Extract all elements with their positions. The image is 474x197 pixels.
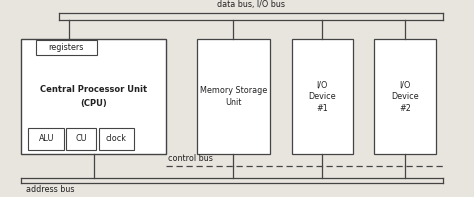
Text: ALU: ALU: [38, 134, 54, 143]
Bar: [292, 39, 353, 154]
Text: registers: registers: [49, 43, 84, 52]
Bar: [21, 39, 166, 154]
Text: I/O
Device
#2: I/O Device #2: [392, 80, 419, 113]
Text: control bus: control bus: [168, 154, 213, 163]
Text: Memory Storage
Unit: Memory Storage Unit: [200, 86, 267, 107]
Bar: [374, 39, 436, 154]
Bar: [99, 128, 134, 150]
Text: CU: CU: [75, 134, 87, 143]
Text: Central Processor Unit: Central Processor Unit: [40, 85, 147, 94]
Text: I/O
Device
#1: I/O Device #1: [309, 80, 336, 113]
Bar: [197, 39, 270, 154]
Text: address bus: address bus: [26, 185, 74, 194]
Text: clock: clock: [106, 134, 127, 143]
Bar: [66, 128, 96, 150]
Text: (CPU): (CPU): [80, 99, 107, 108]
Bar: [36, 40, 97, 55]
Text: data bus, I/O bus: data bus, I/O bus: [217, 0, 285, 9]
Bar: [28, 128, 64, 150]
